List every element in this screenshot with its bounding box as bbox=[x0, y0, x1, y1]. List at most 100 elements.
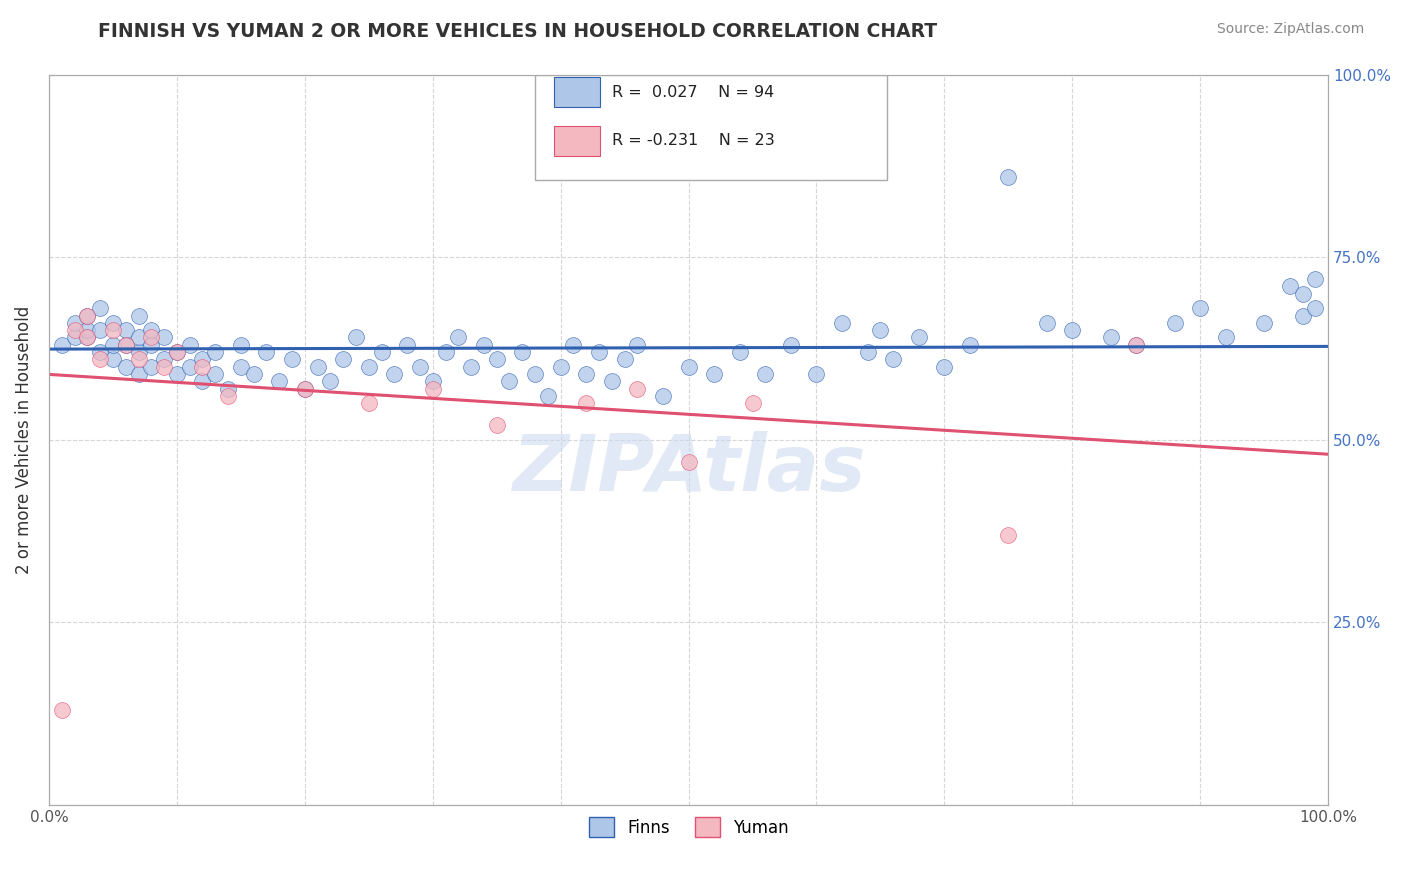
Point bbox=[128, 345, 150, 359]
Point bbox=[344, 330, 367, 344]
Point bbox=[959, 338, 981, 352]
Point bbox=[485, 352, 508, 367]
Point bbox=[422, 374, 444, 388]
Point bbox=[166, 345, 188, 359]
Point bbox=[254, 345, 277, 359]
Point bbox=[269, 374, 291, 388]
Point bbox=[191, 352, 214, 367]
Point bbox=[1253, 316, 1275, 330]
Point bbox=[153, 359, 176, 374]
Point bbox=[76, 330, 98, 344]
Point bbox=[1189, 301, 1212, 316]
Point bbox=[128, 330, 150, 344]
Point bbox=[588, 345, 610, 359]
Point bbox=[1291, 286, 1313, 301]
Point bbox=[179, 338, 201, 352]
Point bbox=[229, 359, 252, 374]
Point bbox=[101, 352, 124, 367]
Point bbox=[1278, 279, 1301, 293]
Point bbox=[434, 345, 457, 359]
Point bbox=[141, 338, 163, 352]
Point bbox=[575, 396, 598, 410]
Point bbox=[831, 316, 853, 330]
Point bbox=[294, 382, 316, 396]
Point bbox=[626, 338, 648, 352]
Point bbox=[1099, 330, 1122, 344]
Point bbox=[997, 527, 1019, 541]
Point bbox=[63, 316, 86, 330]
Point bbox=[166, 367, 188, 381]
Point bbox=[294, 382, 316, 396]
Point bbox=[856, 345, 879, 359]
Point bbox=[114, 359, 136, 374]
Point bbox=[128, 309, 150, 323]
Point bbox=[307, 359, 329, 374]
Point bbox=[153, 352, 176, 367]
Point bbox=[319, 374, 342, 388]
Point bbox=[652, 389, 675, 403]
Point bbox=[1062, 323, 1084, 337]
Point bbox=[357, 359, 380, 374]
Point bbox=[76, 309, 98, 323]
Point bbox=[550, 359, 572, 374]
Point bbox=[191, 374, 214, 388]
Point bbox=[409, 359, 432, 374]
Point bbox=[575, 367, 598, 381]
Point bbox=[357, 396, 380, 410]
Point bbox=[204, 367, 226, 381]
Point bbox=[89, 352, 111, 367]
Point bbox=[89, 301, 111, 316]
Point bbox=[370, 345, 392, 359]
Point bbox=[1035, 316, 1057, 330]
Point bbox=[510, 345, 533, 359]
Point bbox=[1305, 301, 1327, 316]
Point bbox=[128, 352, 150, 367]
Text: R =  0.027    N = 94: R = 0.027 N = 94 bbox=[612, 85, 775, 100]
FancyBboxPatch shape bbox=[554, 77, 600, 107]
Point bbox=[613, 352, 636, 367]
Point bbox=[51, 338, 73, 352]
Point bbox=[153, 330, 176, 344]
Point bbox=[882, 352, 904, 367]
Point bbox=[600, 374, 623, 388]
Point bbox=[907, 330, 929, 344]
Point bbox=[76, 323, 98, 337]
Y-axis label: 2 or more Vehicles in Household: 2 or more Vehicles in Household bbox=[15, 306, 32, 574]
Legend: Finns, Yuman: Finns, Yuman bbox=[582, 811, 796, 844]
FancyBboxPatch shape bbox=[536, 75, 887, 180]
Point bbox=[806, 367, 828, 381]
Point bbox=[114, 338, 136, 352]
Point bbox=[217, 382, 239, 396]
Point bbox=[76, 309, 98, 323]
FancyBboxPatch shape bbox=[554, 126, 600, 156]
Point bbox=[128, 367, 150, 381]
Point bbox=[780, 338, 803, 352]
Point bbox=[396, 338, 419, 352]
Point bbox=[1125, 338, 1147, 352]
Point bbox=[101, 316, 124, 330]
Point bbox=[204, 345, 226, 359]
Point bbox=[934, 359, 956, 374]
Point bbox=[422, 382, 444, 396]
Point bbox=[703, 367, 725, 381]
Point bbox=[114, 338, 136, 352]
Point bbox=[678, 455, 700, 469]
Point bbox=[728, 345, 751, 359]
Point bbox=[114, 323, 136, 337]
Point bbox=[1291, 309, 1313, 323]
Point bbox=[485, 418, 508, 433]
Point bbox=[217, 389, 239, 403]
Point bbox=[460, 359, 482, 374]
Point bbox=[63, 323, 86, 337]
Text: FINNISH VS YUMAN 2 OR MORE VEHICLES IN HOUSEHOLD CORRELATION CHART: FINNISH VS YUMAN 2 OR MORE VEHICLES IN H… bbox=[98, 22, 938, 41]
Point bbox=[101, 323, 124, 337]
Point bbox=[537, 389, 560, 403]
Point bbox=[76, 330, 98, 344]
Point bbox=[166, 345, 188, 359]
Point bbox=[281, 352, 304, 367]
Point bbox=[626, 382, 648, 396]
Point bbox=[678, 359, 700, 374]
Point bbox=[562, 338, 585, 352]
Point bbox=[141, 359, 163, 374]
Point bbox=[191, 359, 214, 374]
